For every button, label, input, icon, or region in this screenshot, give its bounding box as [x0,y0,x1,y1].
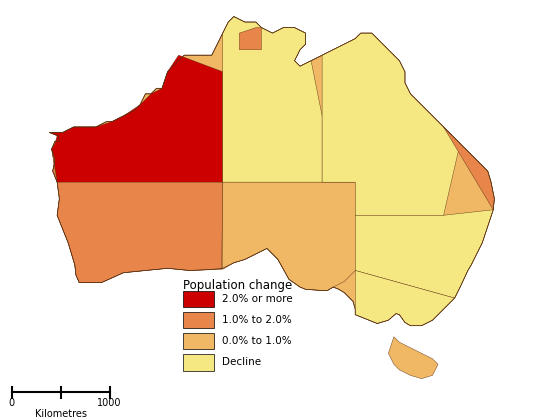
Text: 0.0% to 1.0%: 0.0% to 1.0% [222,336,291,346]
Text: 1.0% to 2.0%: 1.0% to 2.0% [222,315,291,325]
Polygon shape [49,16,494,326]
Text: 1000: 1000 [97,398,122,408]
Polygon shape [355,270,455,326]
Text: 0: 0 [8,398,15,408]
Text: Kilometres: Kilometres [34,410,87,420]
Text: Decline: Decline [222,357,261,368]
Polygon shape [322,33,460,215]
Polygon shape [355,210,493,298]
Bar [183,291,214,307]
Polygon shape [223,16,322,182]
Text: Population change: Population change [183,279,292,292]
Polygon shape [49,55,223,182]
Polygon shape [239,28,261,50]
Polygon shape [52,149,223,283]
Polygon shape [388,337,438,379]
Bar [183,312,214,328]
Polygon shape [223,182,355,290]
Bar [183,354,214,370]
Bar [183,333,214,349]
Polygon shape [444,127,494,210]
Text: 2.0% or more: 2.0% or more [222,294,292,304]
